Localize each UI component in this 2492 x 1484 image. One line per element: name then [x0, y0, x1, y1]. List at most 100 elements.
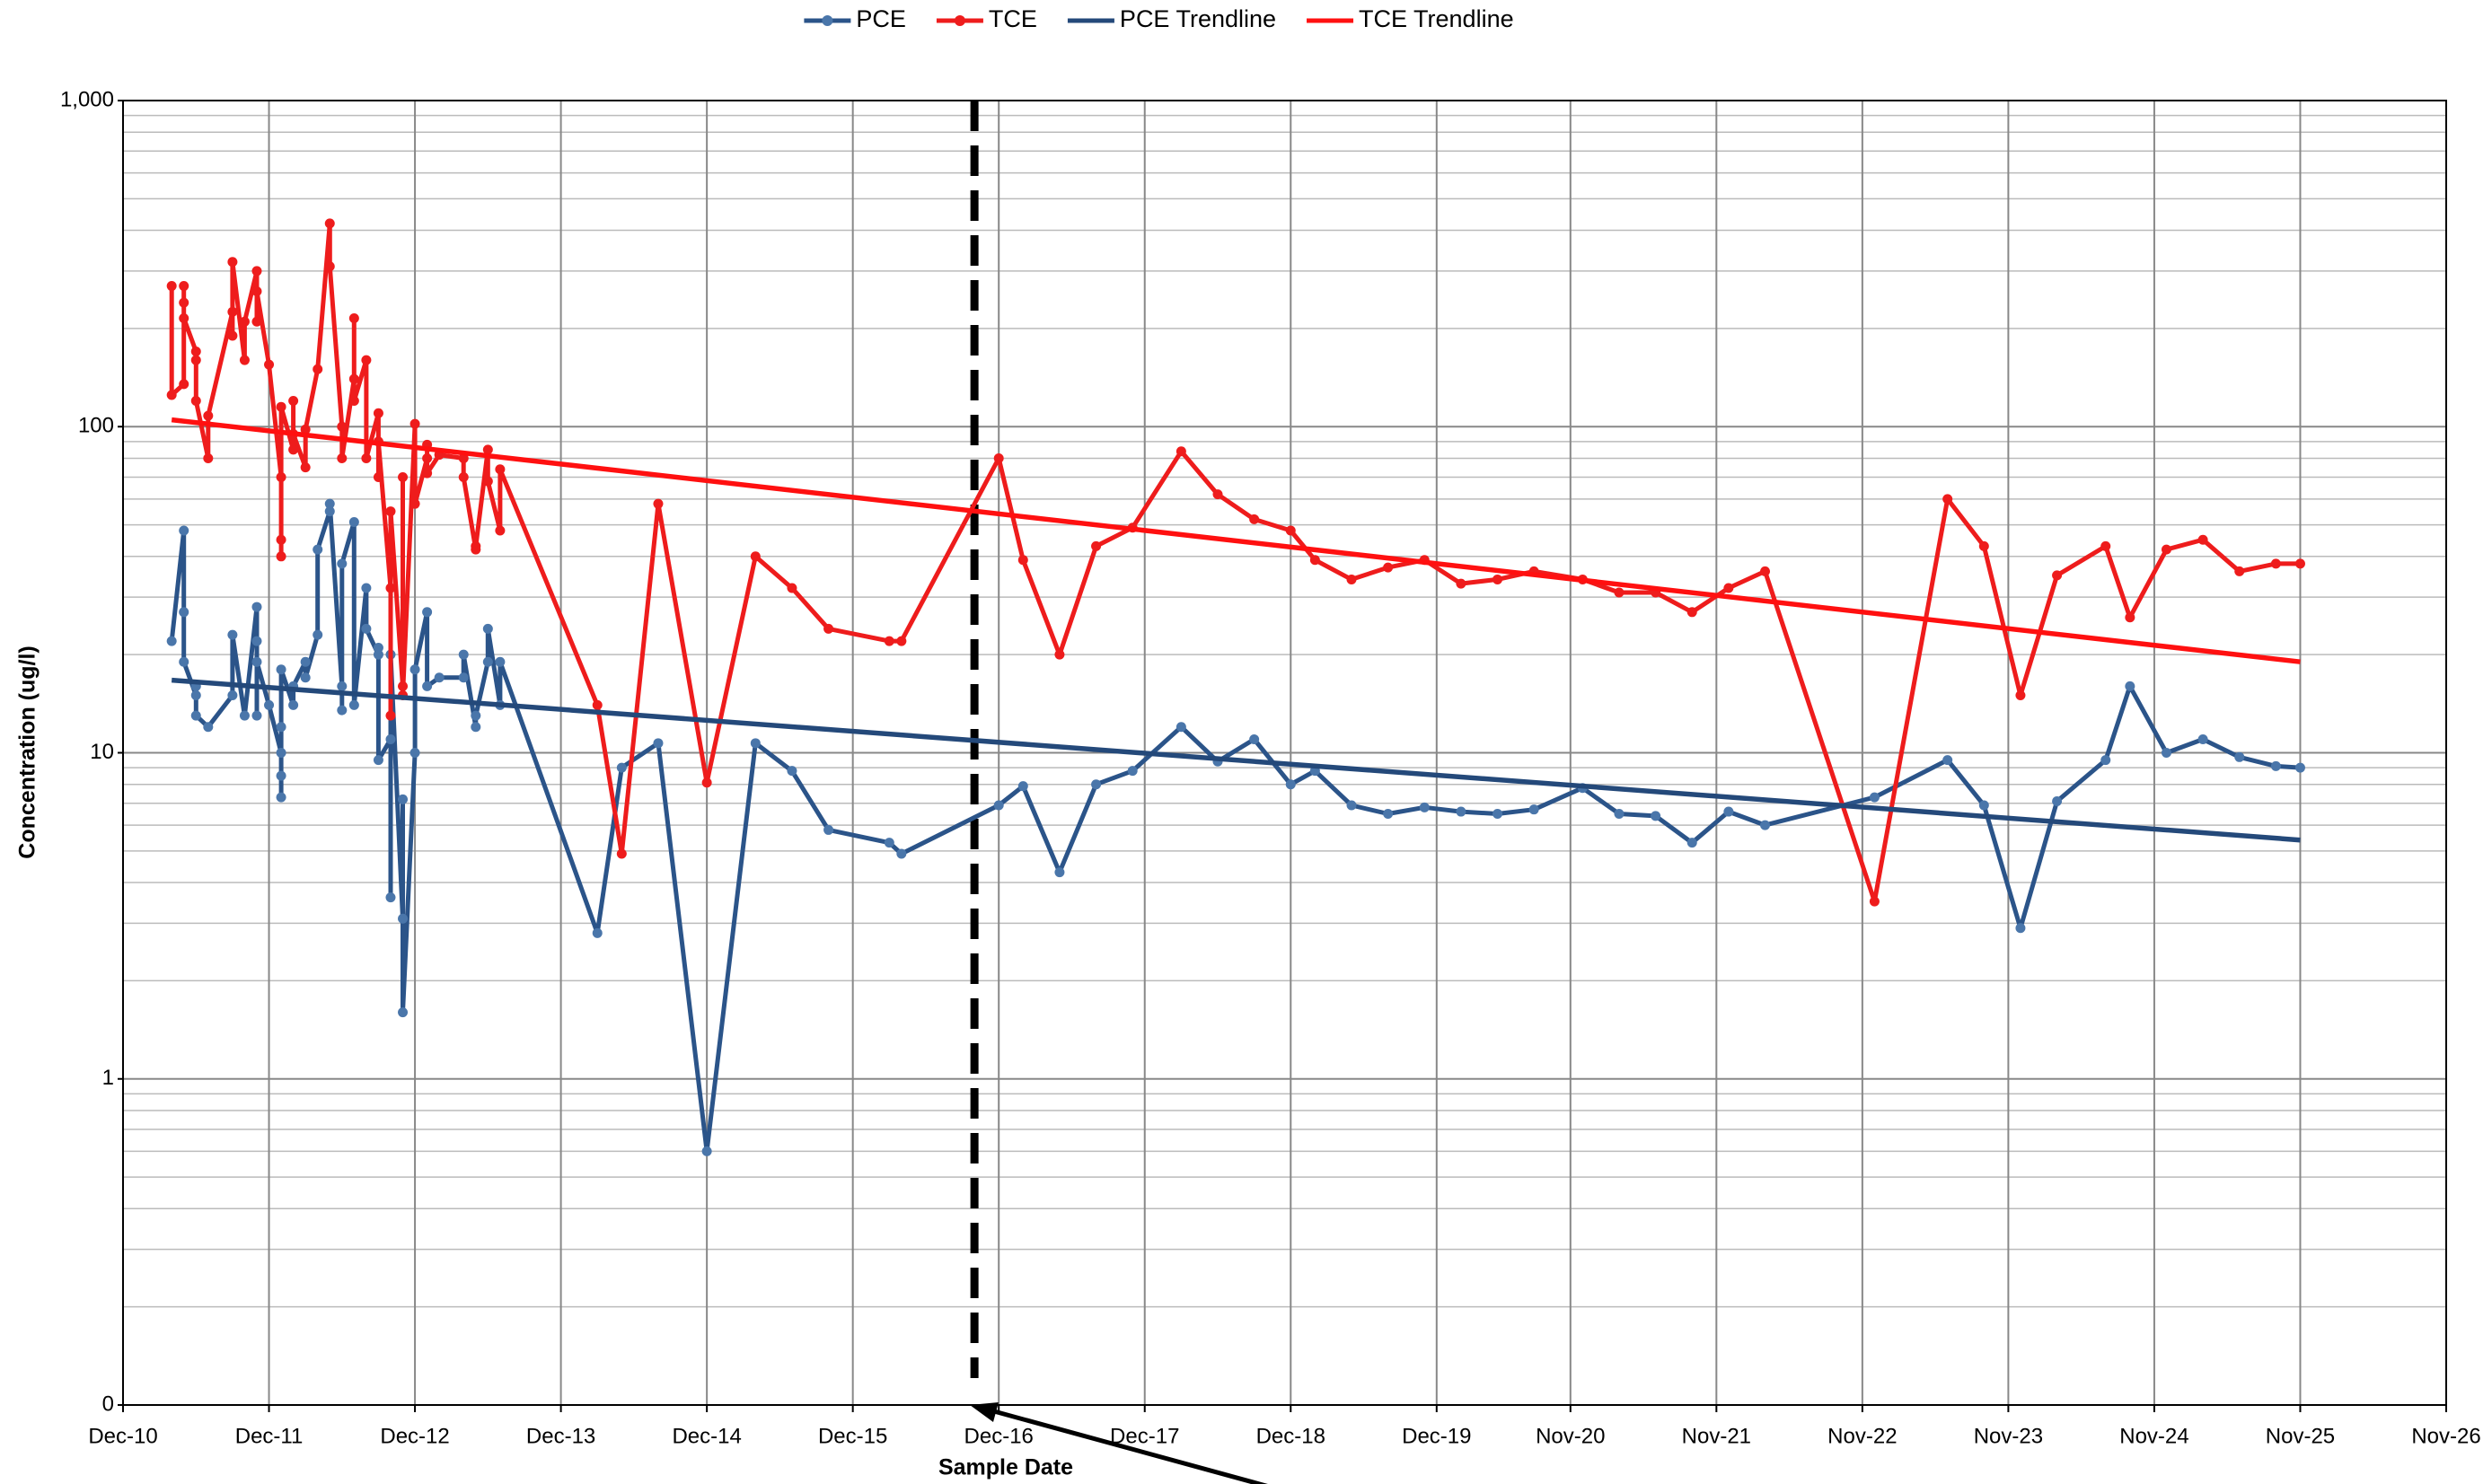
- x-tick-label: Nov-24: [2119, 1424, 2188, 1448]
- x-tick-label: Dec-13: [526, 1424, 595, 1448]
- data-point: [239, 710, 250, 721]
- data-point: [1723, 806, 1734, 817]
- data-point: [592, 699, 603, 710]
- x-tick-label: Dec-11: [235, 1424, 304, 1448]
- legend-label: TCE Trendline: [1359, 5, 1514, 32]
- data-point: [616, 762, 627, 773]
- data-point: [2100, 540, 2111, 551]
- data-point: [276, 472, 286, 483]
- x-tick-label: Dec-17: [1110, 1424, 1179, 1448]
- data-point: [2270, 558, 2281, 569]
- data-point: [337, 705, 348, 716]
- y-axis-title: Concentration (ug/l): [15, 645, 40, 858]
- data-point: [1528, 804, 1539, 815]
- data-point: [203, 722, 214, 733]
- data-point: [203, 452, 214, 463]
- data-point: [385, 583, 396, 593]
- data-point: [701, 777, 712, 788]
- data-point: [179, 525, 189, 536]
- series-line: [171, 677, 2301, 843]
- data-point: [884, 838, 894, 848]
- data-point: [1017, 781, 1028, 792]
- data-point: [1493, 574, 1503, 584]
- x-tick-label: Dec-19: [1402, 1424, 1471, 1448]
- data-point: [2234, 751, 2245, 762]
- data-point: [1614, 808, 1625, 819]
- data-point: [1176, 446, 1186, 457]
- data-point: [2270, 760, 2281, 771]
- data-point: [1419, 802, 1430, 812]
- data-point: [1127, 766, 1138, 777]
- plot-frame: [122, 100, 2447, 1406]
- data-point: [337, 558, 348, 569]
- data-point: [458, 472, 469, 483]
- data-point: [361, 583, 372, 593]
- legend-label: PCE Trendline: [1120, 5, 1276, 32]
- data-point: [179, 379, 189, 390]
- data-point: [458, 672, 469, 683]
- data-point: [653, 498, 664, 509]
- data-point: [1614, 587, 1625, 598]
- data-point: [471, 722, 481, 733]
- data-point: [288, 444, 299, 455]
- data-point: [1054, 867, 1065, 878]
- data-point: [1346, 800, 1357, 811]
- data-point: [348, 373, 359, 384]
- data-point: [251, 602, 262, 612]
- data-point: [2161, 748, 2171, 758]
- legend-item: PCE Trendline: [1067, 5, 1276, 32]
- data-point: [1942, 755, 1953, 766]
- data-point: [276, 401, 286, 412]
- data-point: [227, 629, 238, 640]
- data-point: [348, 395, 359, 406]
- data-point: [348, 312, 359, 323]
- data-point: [1091, 540, 1102, 551]
- x-tick-label: Nov-26: [2411, 1424, 2480, 1448]
- data-point: [251, 316, 262, 327]
- data-point: [1493, 808, 1503, 819]
- data-point: [787, 583, 797, 593]
- data-point: [251, 710, 262, 721]
- data-point: [385, 892, 396, 903]
- data-point: [2125, 612, 2135, 623]
- data-point: [313, 544, 323, 555]
- data-point: [300, 672, 311, 683]
- y-tick-label: 10: [90, 740, 114, 764]
- data-point: [2294, 762, 2305, 773]
- data-point: [750, 738, 761, 749]
- data-point: [409, 418, 420, 429]
- x-tick-label: Nov-25: [2266, 1424, 2335, 1448]
- data-point: [337, 421, 348, 432]
- x-axis-title: Sample Date: [938, 1455, 1073, 1480]
- data-point: [616, 848, 627, 859]
- data-point: [337, 452, 348, 463]
- data-point: [264, 699, 275, 710]
- data-point: [190, 395, 201, 406]
- data-point: [2125, 681, 2135, 691]
- legend-label: TCE: [989, 5, 1037, 32]
- legend-item: TCE Trendline: [1307, 5, 1514, 32]
- data-point: [251, 636, 262, 646]
- data-point: [179, 297, 189, 308]
- data-point: [239, 355, 250, 365]
- data-point: [1212, 489, 1223, 500]
- y-tick-label: 100: [78, 414, 114, 438]
- data-point: [337, 681, 348, 691]
- data-point: [373, 642, 383, 653]
- annotation-arrowhead: [970, 1402, 999, 1422]
- plot-area: [166, 101, 2305, 1378]
- data-point: [1869, 792, 1880, 803]
- data-point: [1249, 514, 1260, 524]
- data-point: [2234, 566, 2245, 576]
- data-point: [1017, 555, 1028, 566]
- data-point: [324, 498, 335, 509]
- data-point: [276, 664, 286, 675]
- data-point: [482, 444, 493, 455]
- data-point: [166, 281, 177, 292]
- data-point: [2052, 570, 2063, 581]
- data-point: [276, 770, 286, 781]
- data-point: [166, 390, 177, 400]
- x-tick-label: Dec-14: [672, 1424, 741, 1448]
- data-point: [276, 792, 286, 803]
